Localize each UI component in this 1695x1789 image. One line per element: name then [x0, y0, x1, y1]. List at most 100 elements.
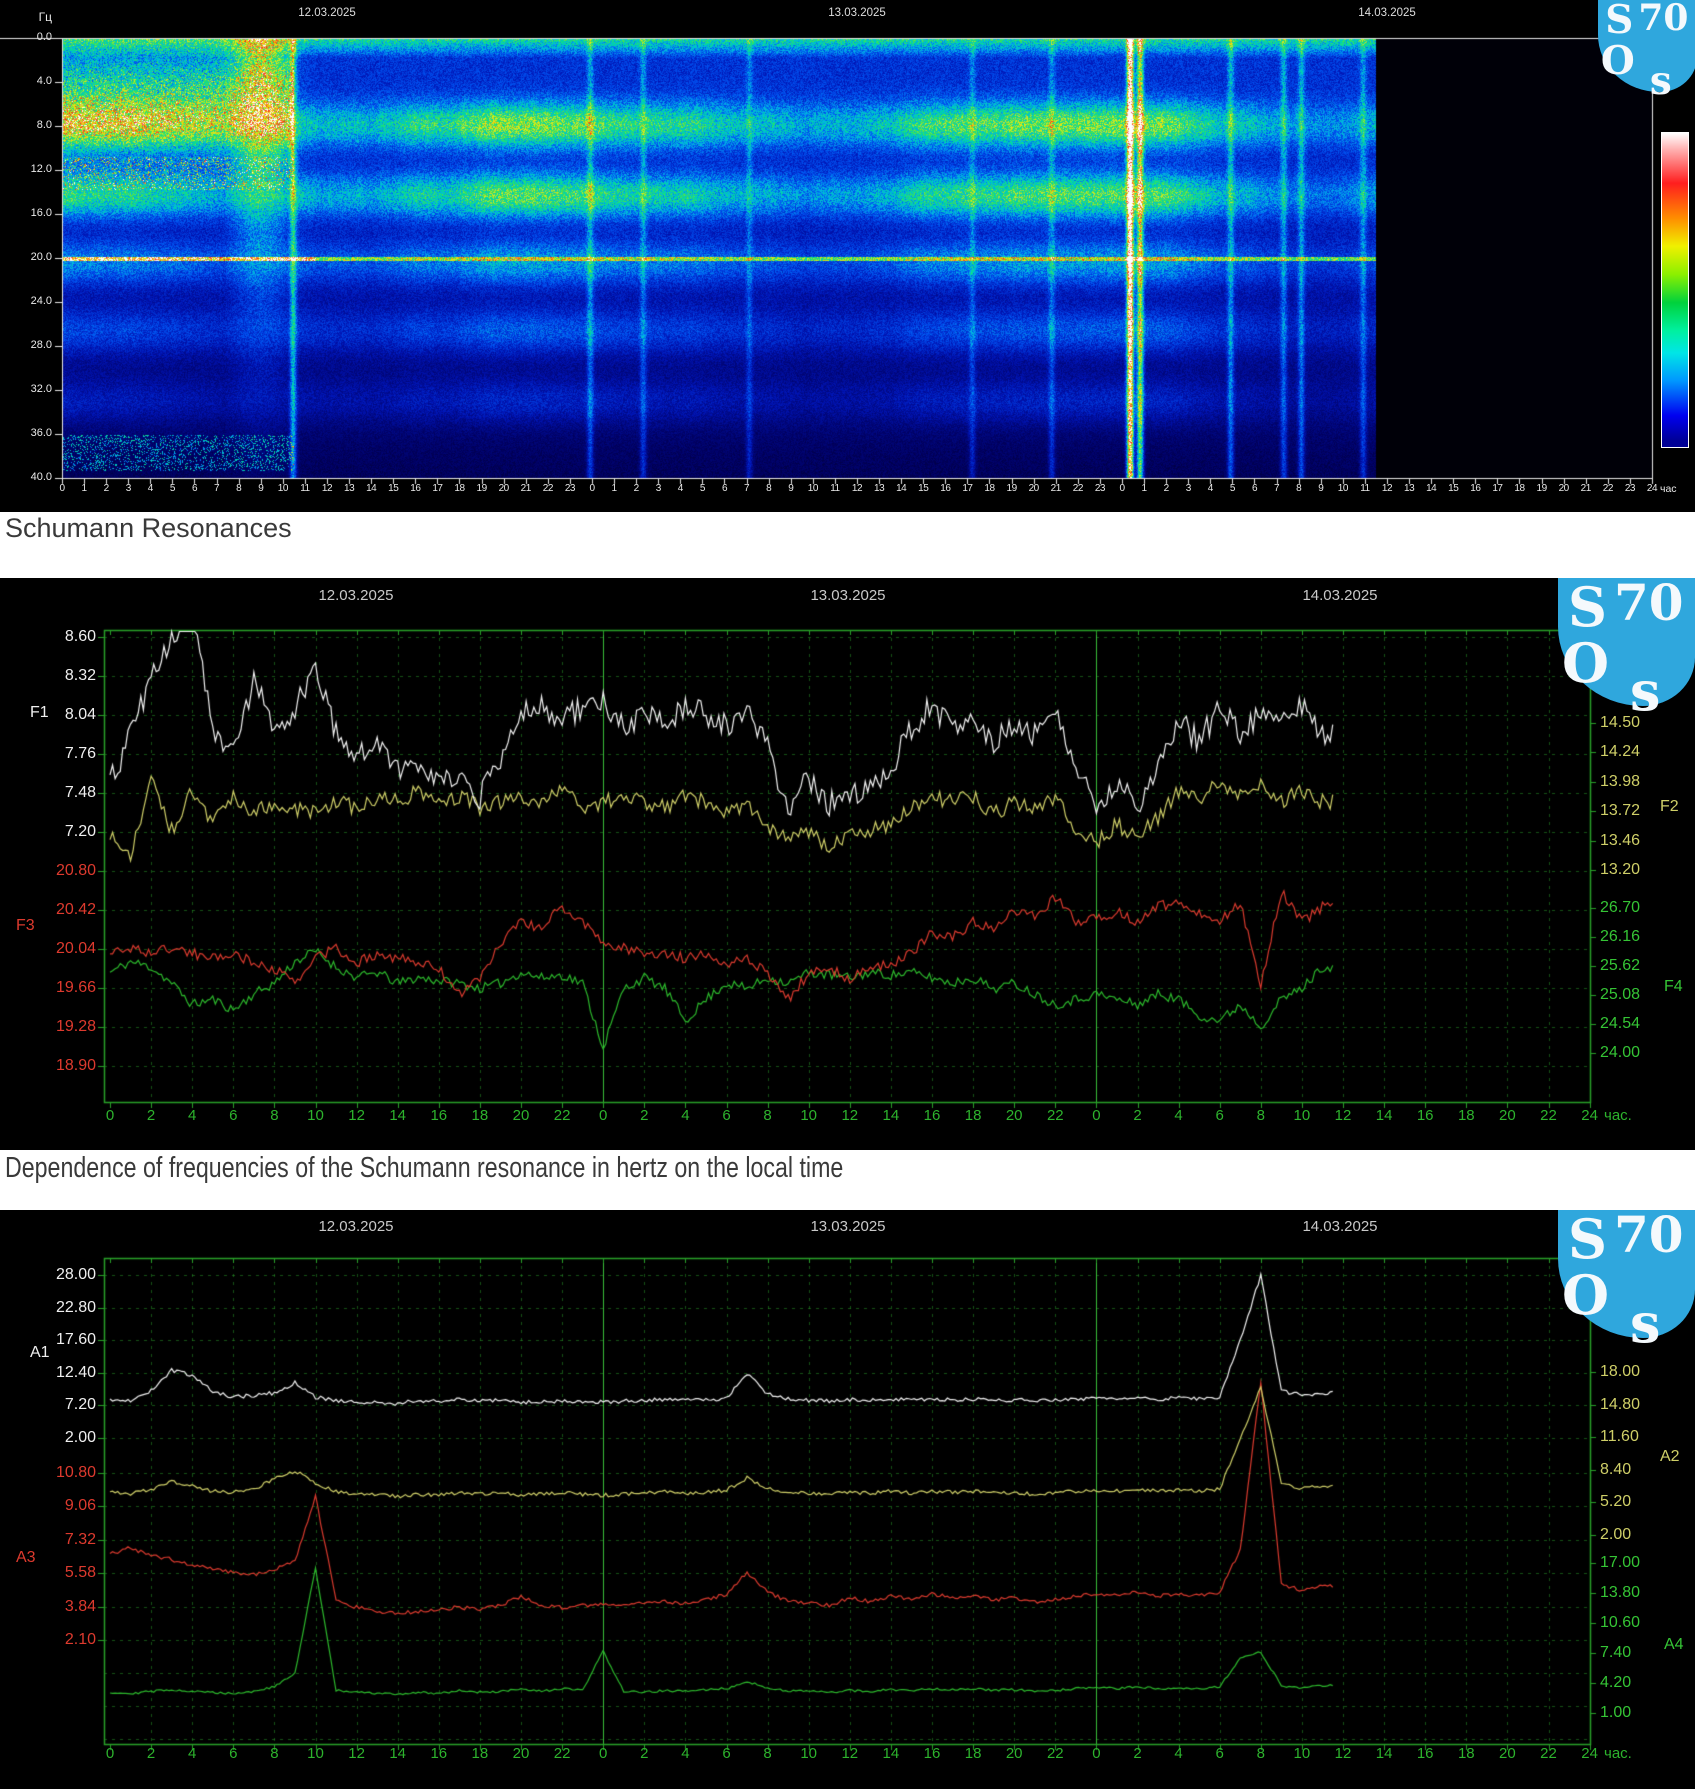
series-name-label: F1 [30, 704, 49, 721]
x-axis-label: 18 [1457, 1107, 1475, 1124]
x-axis-label: 5 [1229, 483, 1236, 494]
x-axis-label: 10 [1293, 1107, 1311, 1124]
x-axis-label: 5 [699, 483, 706, 494]
frequency-chart-canvas [0, 578, 1695, 1150]
x-axis-label: 20 [1005, 1107, 1023, 1124]
y-axis-label: 9.06 [64, 1497, 96, 1514]
y-axis-label: 13.20 [1600, 861, 1641, 878]
y-axis-label: 20.42 [55, 901, 96, 918]
x-axis-label: 18 [454, 483, 465, 494]
x-axis-label: 20 [1028, 483, 1040, 494]
x-axis-label: 1 [1141, 483, 1148, 494]
x-axis-label: 21 [1580, 483, 1592, 494]
x-axis-label: 12 [851, 483, 863, 494]
x-axis-label: 20 [1005, 1745, 1023, 1762]
logo-letter-s2: s [1649, 57, 1672, 104]
x-axis-label: 14 [389, 1745, 407, 1762]
x-axis-label: 2 [103, 483, 110, 494]
x-axis-label: 20 [512, 1745, 530, 1762]
y-axis-label: 13.46 [1600, 832, 1641, 849]
series-name-label: F4 [1664, 978, 1683, 995]
y-axis-label: 7.76 [64, 745, 96, 762]
x-axis-label: 10 [307, 1745, 324, 1762]
y-axis-label: 4.0 [36, 75, 52, 87]
date-label: 13.03.2025 [810, 1218, 886, 1235]
date-label: 14.03.2025 [1358, 7, 1416, 19]
y-axis-label: 2.10 [64, 1631, 96, 1648]
y-axis-label: 7.48 [64, 784, 96, 801]
x-axis-label: 8 [236, 483, 242, 494]
x-axis-label: 16 [410, 483, 421, 494]
x-axis-label: 16 [923, 1745, 941, 1762]
y-axis-label: 36.0 [30, 427, 52, 439]
x-axis-label: 11 [300, 483, 310, 494]
x-axis-label: 0 [599, 1745, 608, 1762]
x-axis-label: 14 [896, 483, 907, 494]
series-name-label: A3 [16, 1549, 36, 1566]
time-unit-label: час. [1604, 1107, 1632, 1124]
x-axis-label: 2 [640, 1107, 649, 1124]
x-axis-label: 6 [722, 1745, 731, 1762]
x-axis-label: 16 [1470, 483, 1481, 494]
x-axis-label: 13 [1404, 483, 1415, 494]
x-axis-label: 11 [830, 483, 840, 494]
x-axis-label: 0 [1092, 1745, 1101, 1762]
x-axis-label: 0 [1092, 1107, 1101, 1124]
series-name-label: F2 [1660, 798, 1679, 815]
x-axis-label: 20 [512, 1107, 530, 1124]
y-axis-label: 17.00 [1600, 1554, 1641, 1571]
logo-letter-s1: S [1605, 0, 1634, 44]
y-axis-label: 11.60 [1600, 1428, 1639, 1445]
x-axis-label: 20 [1558, 483, 1570, 494]
x-axis-label: 14 [389, 1107, 407, 1124]
y-axis-label: 26.70 [1600, 899, 1641, 916]
logo-letter-70: 70 [1614, 573, 1684, 632]
x-axis-label: 17 [432, 483, 443, 494]
x-axis-label: 22 [1540, 1745, 1557, 1762]
y-axis-label: 14.80 [1600, 1396, 1641, 1413]
x-axis-label: 0 [1119, 483, 1125, 494]
spectrogram-panel: Гц час [0, 0, 1695, 512]
y-axis-label: 22.80 [55, 1299, 96, 1316]
x-axis-label: 9 [788, 483, 794, 494]
x-axis-label: 4 [1207, 483, 1214, 494]
y-axis-label: 8.04 [64, 706, 96, 723]
x-axis-label: 6 [229, 1745, 238, 1762]
x-axis-label: 6 [1251, 483, 1258, 494]
x-axis-label: 2 [640, 1745, 649, 1762]
x-axis-label: 8 [1256, 1107, 1265, 1124]
logo-letter-o: O [1562, 1263, 1610, 1327]
x-axis-label: 20 [1499, 1745, 1516, 1762]
x-axis-label: 9 [1318, 483, 1324, 494]
series-name-label: A1 [30, 1344, 50, 1361]
time-unit-label: час [1660, 483, 1677, 495]
x-axis-label: 7 [1274, 483, 1280, 494]
x-axis-label: 19 [1536, 483, 1548, 494]
x-axis-label: 1 [611, 483, 618, 494]
date-label: 12.03.2025 [318, 587, 394, 604]
x-axis-label: 12 [841, 1107, 859, 1124]
y-axis-label: 28.00 [55, 1266, 96, 1283]
x-axis-label: 24 [1581, 1107, 1598, 1124]
y-axis-label: 16.0 [30, 207, 52, 219]
y-axis-label: 4.20 [1600, 1674, 1632, 1691]
x-axis-label: 2 [146, 1745, 156, 1762]
logo-letter-o: O [1600, 37, 1635, 84]
x-axis-label: 12 [348, 1107, 365, 1124]
y-axis-label: 8.32 [64, 667, 96, 684]
x-axis-label: 18 [984, 483, 995, 494]
y-axis-label: 7.20 [64, 823, 96, 840]
logo-letter-s1: S [1568, 575, 1607, 639]
x-axis-label: 10 [1293, 1745, 1311, 1762]
x-axis-label: 14 [1375, 1107, 1393, 1124]
logo-letter-s1: S [1568, 1207, 1607, 1271]
x-axis-label: 8 [270, 1745, 279, 1762]
y-axis-label: 19.66 [55, 979, 96, 996]
amplitude-chart-canvas [0, 1210, 1695, 1789]
x-axis-label: 10 [277, 483, 289, 494]
x-axis-label: 24 [1581, 1745, 1598, 1762]
date-label: 14.03.2025 [1302, 1218, 1378, 1235]
y-axis-label: 12.40 [55, 1364, 96, 1381]
logo-letter-o: O [1562, 631, 1610, 695]
